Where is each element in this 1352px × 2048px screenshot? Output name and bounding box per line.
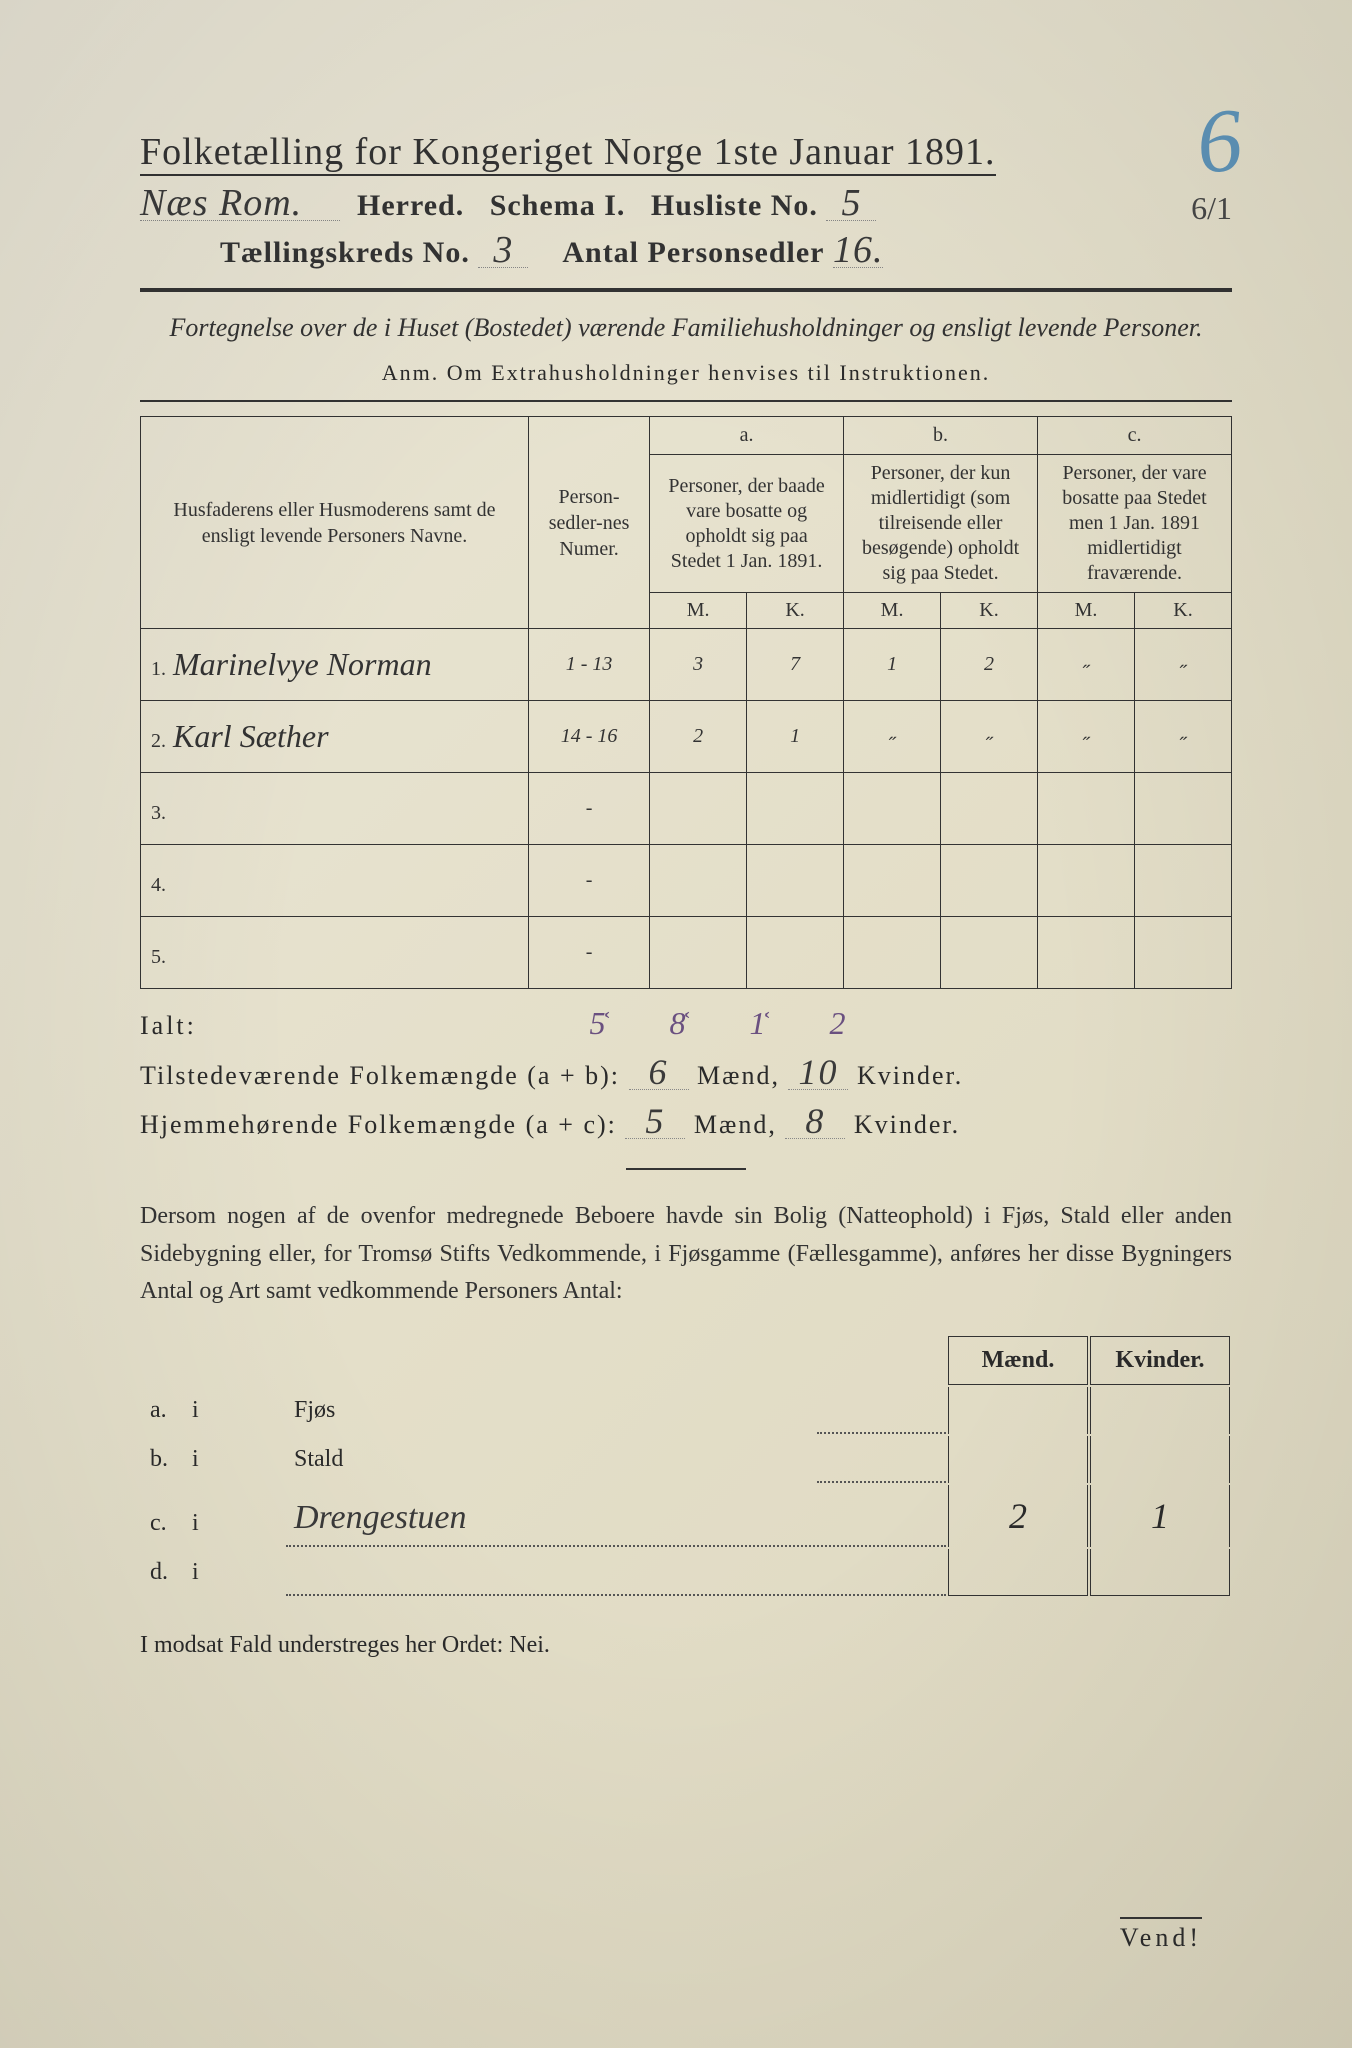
husliste-no: 5 [826, 186, 876, 221]
table-row: 2.Karl Sæther 14 - 16 21 ˶˶ ˶˶ [141, 701, 1232, 773]
subtitle: Fortegnelse over de i Huset (Bostedet) v… [140, 310, 1232, 346]
col-header-numer: Person-sedler-nes Numer. [528, 417, 649, 629]
summary-present: Tilstedeværende Folkemængde (a + b): 6 M… [140, 1056, 1232, 1091]
sub-row: b. i Stald [142, 1436, 1230, 1483]
sub-row: d. i [142, 1549, 1230, 1596]
instructions-paragraph: Dersom nogen af de ovenfor medregnede Be… [140, 1198, 1232, 1310]
col-c-top: c. [1038, 417, 1232, 455]
page-title: Folketælling for Kongeriget Norge 1ste J… [140, 130, 1232, 176]
sub-row: a. i Fjøs [142, 1387, 1230, 1434]
main-table: Husfaderens eller Husmoderens samt de en… [140, 416, 1232, 989]
sub-row: c. i Drengestuen 2 1 [142, 1485, 1230, 1547]
ialt-values: 5᷾ 8᷾ 1᷾ 2 [590, 1005, 874, 1042]
personsedler-no: 16. [833, 233, 884, 268]
table-row: 3. - [141, 773, 1232, 845]
sub-table: Mænd. Kvinder. a. i Fjøs b. i Stald c. i… [140, 1334, 1232, 1598]
herred-handwritten: Næs Rom. [140, 186, 340, 221]
col-header-name: Husfaderens eller Husmoderens samt de en… [141, 417, 529, 629]
vend-label: Vend! [1120, 1917, 1202, 1953]
col-a-desc: Personer, der baade vare bosatte og opho… [650, 455, 844, 593]
corner-number-sub: 6/1 [1191, 190, 1232, 227]
col-b-desc: Personer, der kun midlertidigt (som tilr… [844, 455, 1038, 593]
divider [140, 400, 1232, 402]
col-b-top: b. [844, 417, 1038, 455]
census-form-page: 6 6/1 Folketælling for Kongeriget Norge … [0, 0, 1352, 2048]
footer-line: I modsat Fald understreges her Ordet: Ne… [140, 1632, 1232, 1659]
table-row: 5. - [141, 917, 1232, 989]
corner-number: 6 [1193, 88, 1247, 195]
anm-note: Anm. Om Extrahusholdninger henvises til … [140, 360, 1232, 386]
header-row-2: Tællingskreds No. 3 Antal Personsedler 1… [140, 233, 1232, 270]
kreds-no: 3 [478, 233, 528, 268]
header-row-1: Næs Rom. Herred. Schema I. Husliste No. … [140, 186, 1232, 223]
summary-resident: Hjemmehørende Folkemængde (a + c): 5 Mæn… [140, 1105, 1232, 1140]
col-a-top: a. [650, 417, 844, 455]
table-row: 4. - [141, 845, 1232, 917]
divider-short [626, 1168, 746, 1170]
ialt-row: Ialt: 5᷾ 8᷾ 1᷾ 2 [140, 1005, 1232, 1042]
divider [140, 288, 1232, 292]
col-c-desc: Personer, der vare bosatte paa Stedet me… [1038, 455, 1232, 593]
table-row: 1.Marinelvye Norman 1 - 13 37 12 ˶˶ [141, 629, 1232, 701]
